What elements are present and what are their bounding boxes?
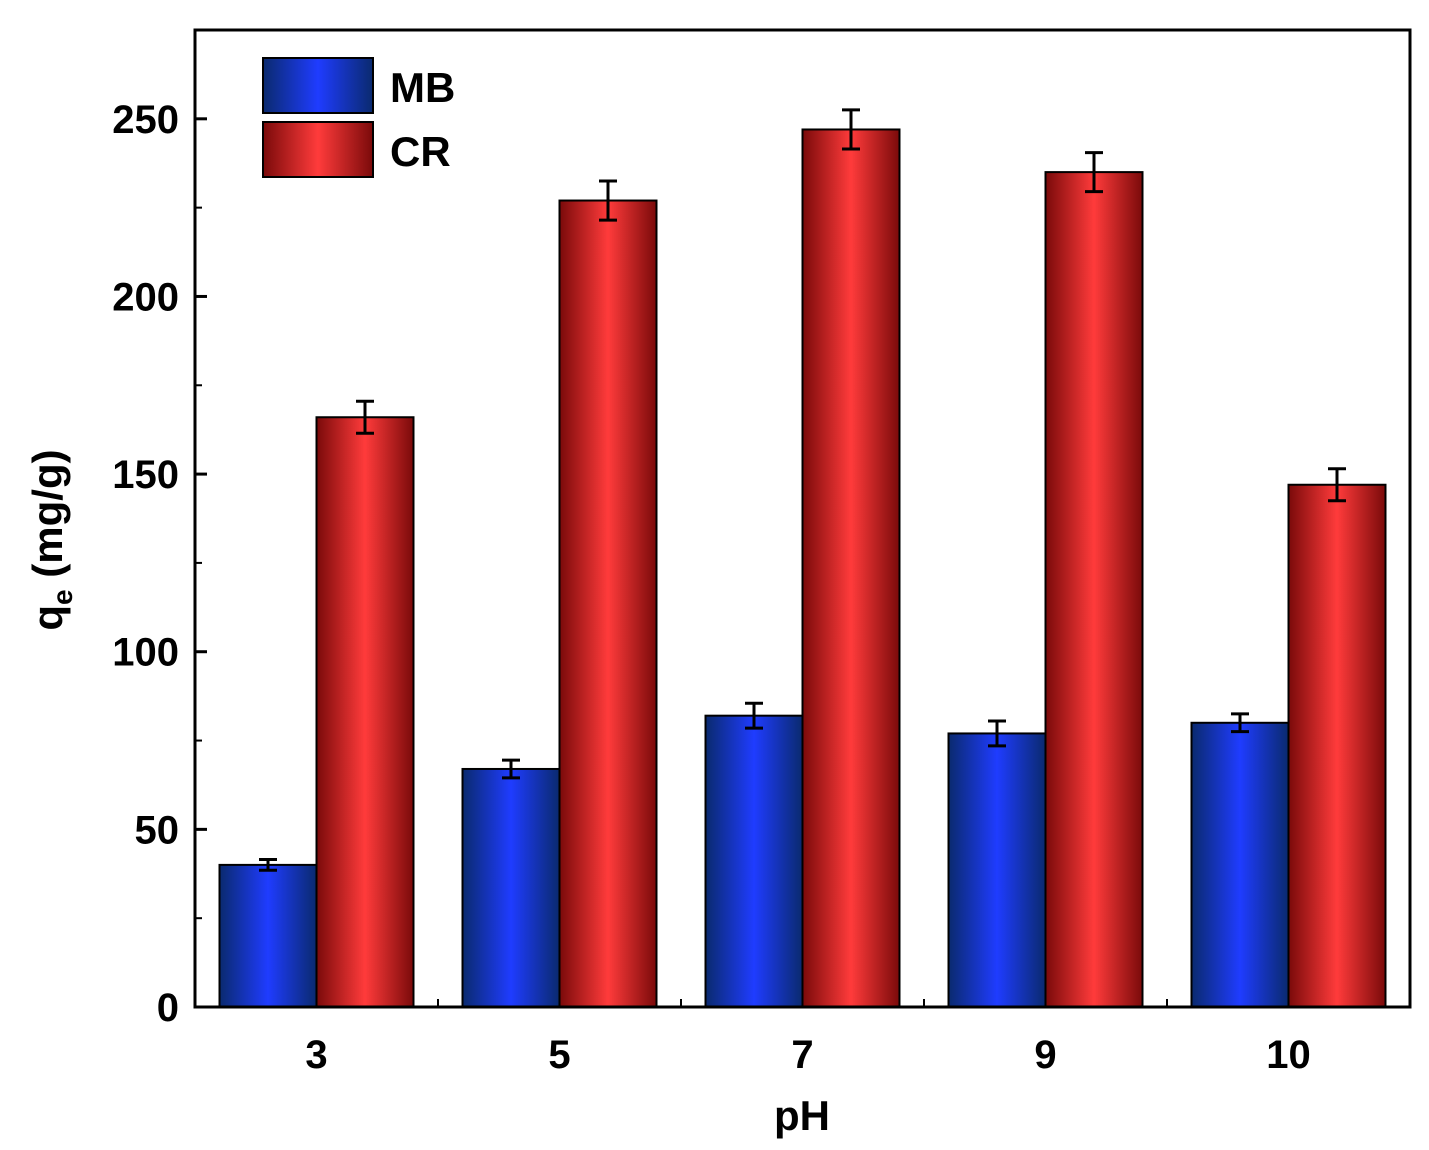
error-bar-cr-ph-10: [1328, 467, 1346, 503]
y-axis-title-main: q: [24, 605, 71, 631]
y-tick-label: 0: [157, 986, 179, 1030]
bars-layer: [218, 128, 1387, 1009]
y-axis-title-subscript: e: [47, 589, 78, 605]
bar-mb-ph-7: [704, 714, 804, 1009]
y-tick-label: 250: [112, 98, 179, 142]
bar-cr-ph-9: [1044, 171, 1144, 1009]
bar-mb-ph-5: [461, 767, 561, 1009]
legend-swatch-mb: [262, 57, 374, 114]
bar-mb-ph-9: [947, 732, 1047, 1008]
error-bar-cr-ph-9: [1085, 151, 1103, 194]
bar-cr-ph-10: [1287, 483, 1387, 1008]
x-tick-label: 10: [1266, 1033, 1311, 1077]
bar-mb-ph-3: [218, 863, 318, 1009]
error-bars-layer: [259, 108, 1346, 872]
error-bar-mb-ph-5: [502, 758, 520, 780]
legend: MB CR: [262, 57, 455, 178]
y-tick-label: 100: [112, 631, 179, 675]
y-axis-title-unit: (mg/g): [24, 449, 71, 589]
error-bar-mb-ph-10: [1231, 712, 1249, 734]
y-tick-label: 50: [135, 808, 180, 852]
error-bar-cr-ph-3: [356, 399, 374, 435]
x-axis: 3 5 7 9 10: [305, 999, 1311, 1077]
y-tick-label: 200: [112, 275, 179, 319]
x-tick-label: 7: [791, 1033, 813, 1077]
legend-label-mb: MB: [390, 64, 455, 111]
bar-cr-ph-7: [801, 128, 901, 1008]
y-tick-label: 150: [112, 453, 179, 497]
error-bar-mb-ph-9: [988, 719, 1006, 748]
bar-cr-ph-5: [558, 199, 658, 1009]
x-tick-label: 3: [305, 1033, 327, 1077]
error-bar-mb-ph-7: [745, 701, 763, 730]
x-tick-label: 5: [548, 1033, 570, 1077]
plot-frame: [193, 28, 1412, 1009]
x-tick-label: 9: [1034, 1033, 1056, 1077]
error-bar-mb-ph-3: [259, 858, 277, 872]
bar-cr-ph-3: [315, 416, 415, 1009]
y-axis: 0 50 100 150 200 250: [112, 98, 207, 1030]
error-bar-cr-ph-7: [842, 108, 860, 151]
error-bar-cr-ph-5: [599, 179, 617, 222]
legend-label-cr: CR: [390, 128, 451, 175]
x-axis-title: pH: [774, 1092, 830, 1139]
y-axis-title: qe (mg/g): [24, 449, 78, 630]
bar-mb-ph-10: [1190, 721, 1290, 1008]
legend-swatch-cr: [262, 121, 374, 178]
